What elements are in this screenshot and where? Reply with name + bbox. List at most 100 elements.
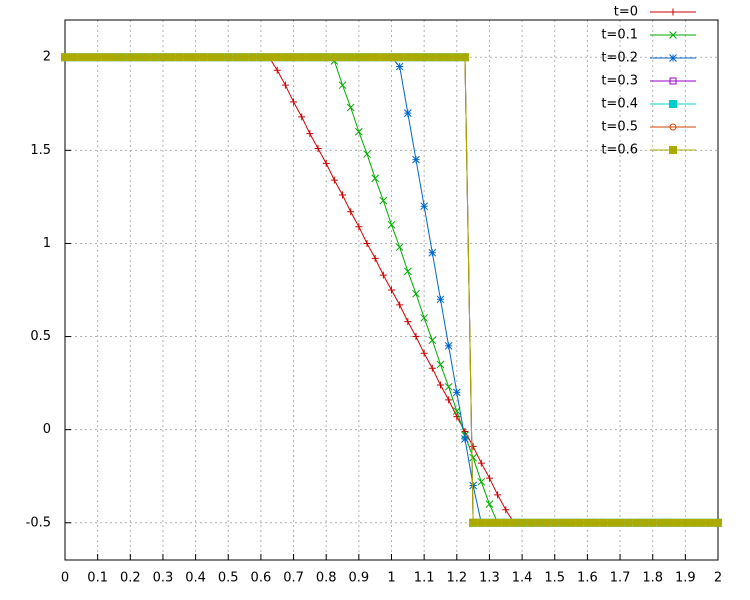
data-point: [607, 518, 616, 527]
data-point: [167, 53, 176, 62]
legend-marker: [669, 100, 677, 108]
y-tick-label: 1: [43, 236, 51, 251]
data-point: [558, 518, 567, 527]
legend-marker: [669, 8, 677, 16]
data-point: [354, 53, 363, 62]
data-point: [436, 381, 444, 389]
data-point: [485, 518, 494, 527]
data-point: [175, 53, 184, 62]
data-point: [281, 53, 290, 62]
data-point: [395, 243, 404, 252]
data-point: [273, 66, 281, 74]
x-tick-label: 1.3: [479, 571, 500, 586]
data-point: [583, 518, 592, 527]
data-point: [452, 53, 461, 62]
data-point: [640, 518, 649, 527]
data-point: [420, 314, 429, 322]
x-tick-label: 0.3: [153, 571, 174, 586]
data-point: [477, 459, 485, 467]
data-point: [420, 202, 429, 211]
data-point: [93, 53, 102, 62]
y-tick-label: 2: [43, 50, 51, 65]
data-point: [379, 271, 387, 279]
data-point: [445, 396, 453, 404]
data-point: [354, 127, 363, 136]
data-point: [371, 174, 380, 183]
data-point: [460, 53, 469, 62]
data-point: [542, 518, 551, 527]
data-point: [290, 98, 298, 106]
data-point: [158, 53, 167, 62]
data-point: [428, 336, 437, 345]
x-tick-label: 1.1: [414, 571, 435, 586]
data-point: [256, 53, 265, 62]
data-point: [305, 53, 314, 62]
data-point: [395, 53, 404, 62]
data-point: [314, 53, 323, 62]
data-point: [575, 518, 584, 527]
legend-label: t=0.1: [601, 28, 638, 43]
data-point: [493, 518, 502, 527]
data-point: [411, 53, 420, 62]
data-point: [412, 289, 420, 298]
data-point: [183, 53, 192, 62]
data-point: [444, 382, 453, 391]
legend-label: t=0.3: [601, 74, 638, 89]
data-point: [330, 53, 339, 62]
x-tick-label: 1.9: [675, 571, 696, 586]
data-point: [363, 239, 371, 247]
legend-label: t=0.4: [601, 97, 638, 112]
data-point: [485, 474, 493, 482]
data-point: [355, 223, 363, 231]
data-point: [61, 53, 69, 62]
data-point: [550, 518, 559, 527]
data-point: [297, 53, 306, 62]
x-tick-label: 0.1: [87, 571, 108, 586]
data-point: [689, 518, 698, 527]
data-point: [403, 267, 412, 276]
legend-label: t=0.6: [601, 143, 638, 158]
data-point: [322, 53, 331, 62]
x-tick-label: 0.6: [251, 571, 272, 586]
data-point: [338, 53, 347, 62]
data-point: [232, 53, 241, 62]
x-tick-label: 1.7: [610, 571, 631, 586]
data-point: [273, 53, 282, 62]
data-point: [77, 53, 86, 62]
legend-label: t=0: [614, 5, 638, 20]
data-point: [469, 518, 478, 527]
data-point: [289, 53, 298, 62]
x-tick-label: 0.7: [283, 571, 304, 586]
x-tick-label: 0.8: [316, 571, 337, 586]
data-point: [436, 295, 445, 304]
legend-marker: [669, 31, 677, 39]
data-point: [118, 53, 127, 62]
data-point: [509, 518, 518, 527]
data-point: [403, 109, 412, 117]
data-point: [191, 53, 200, 62]
data-point: [363, 53, 372, 62]
data-point: [673, 518, 682, 527]
x-tick-label: 1.4: [512, 571, 533, 586]
data-point: [306, 130, 314, 138]
y-tick-label: 1.5: [30, 143, 51, 158]
legend-marker: [669, 146, 677, 154]
data-point: [371, 53, 380, 62]
data-point: [428, 248, 437, 257]
data-point: [339, 191, 347, 199]
legend-label: t=0.2: [601, 51, 638, 66]
data-point: [705, 518, 714, 527]
data-point: [485, 500, 494, 508]
data-point: [387, 220, 396, 229]
data-point: [85, 53, 94, 62]
data-point: [477, 477, 486, 486]
data-point: [477, 518, 486, 527]
data-point: [363, 150, 371, 158]
x-tick-label: 1.8: [642, 571, 663, 586]
data-point: [224, 53, 233, 62]
data-point: [412, 155, 420, 164]
data-point: [502, 506, 510, 514]
x-tick-label: 1.6: [577, 571, 598, 586]
x-tick-label: 0: [61, 571, 69, 586]
